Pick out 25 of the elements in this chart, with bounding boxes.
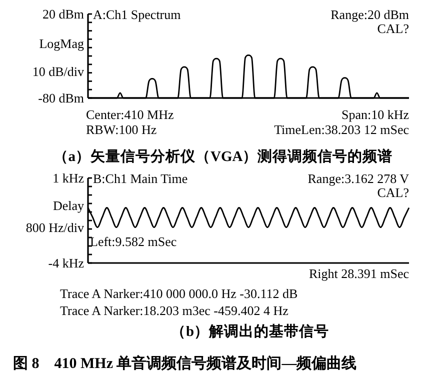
chart-title: A:Ch1 Spectrum bbox=[93, 7, 181, 22]
y-tick-label: -80 dBm bbox=[38, 90, 84, 106]
text: （a）矢量信号分析仪（VGA）测得调频信号的频谱 bbox=[53, 147, 393, 165]
annotation: CAL? bbox=[377, 21, 410, 36]
text: Center:410 MHz bbox=[86, 107, 174, 122]
text: （b）解调出的基带信号 bbox=[170, 323, 330, 340]
text: Delay bbox=[52, 198, 84, 213]
annotation: Range:3.162 278 V bbox=[308, 171, 410, 186]
y-tick-label: 1 kHz bbox=[52, 170, 84, 186]
text: Trace A Narker:18.203 m3ec -459.402 4 Hz bbox=[60, 303, 289, 318]
y-tick-label: 20 dBm bbox=[42, 6, 84, 22]
text: TimeLen:38.203 12 mSec bbox=[274, 122, 410, 137]
annotation: Range:20 dBm bbox=[330, 7, 409, 22]
text: Span:10 kHz bbox=[341, 107, 410, 122]
y-axis-title: 800 Hz/div bbox=[26, 220, 84, 235]
caption: 图 8 410 MHz 单音调频信号频谱及时间—频偏曲线 bbox=[13, 354, 357, 372]
annotation: CAL? bbox=[377, 185, 410, 200]
text: LogMag bbox=[39, 36, 84, 51]
text: Right 28.391 mSec bbox=[308, 266, 410, 281]
y-tick-label: -4 kHz bbox=[48, 256, 84, 270]
text: Trace A Narker:410 000 000.0 Hz -30.112 dB bbox=[60, 286, 298, 301]
annotation: Left:9.582 mSec bbox=[90, 234, 177, 249]
text: RBW:100 Hz bbox=[86, 122, 157, 137]
y-axis-title: 10 dB/div bbox=[32, 64, 84, 79]
chart-title: B:Ch1 Main Time bbox=[93, 171, 188, 186]
